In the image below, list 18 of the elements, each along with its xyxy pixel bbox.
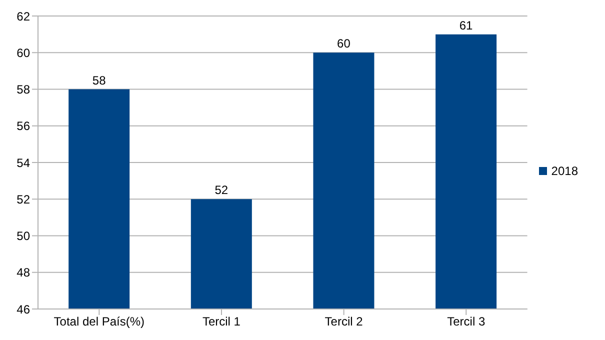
- x-tick-label: Tercil 3: [447, 314, 486, 329]
- legend-label: 2018: [551, 164, 578, 178]
- y-tick-label: 62: [16, 9, 30, 24]
- y-tick-label: 60: [16, 46, 30, 60]
- y-tick-label: 50: [16, 229, 30, 244]
- x-tick-label: Tercil 2: [324, 314, 364, 329]
- data-label: 52: [214, 183, 228, 198]
- x-tick-label: Total del País(%): [54, 314, 145, 329]
- data-label: 61: [459, 18, 474, 32]
- y-tick-label: 54: [16, 156, 30, 170]
- data-label: 58: [92, 73, 106, 88]
- x-tick-label: Tercil 1: [202, 314, 241, 329]
- y-tick-label: 58: [16, 82, 30, 97]
- y-tick-label: 52: [16, 192, 30, 206]
- y-tick-label: 46: [16, 302, 30, 316]
- y-tick-label: 48: [16, 266, 30, 280]
- y-tick-label: 56: [16, 119, 30, 134]
- data-label: 60: [337, 36, 351, 51]
